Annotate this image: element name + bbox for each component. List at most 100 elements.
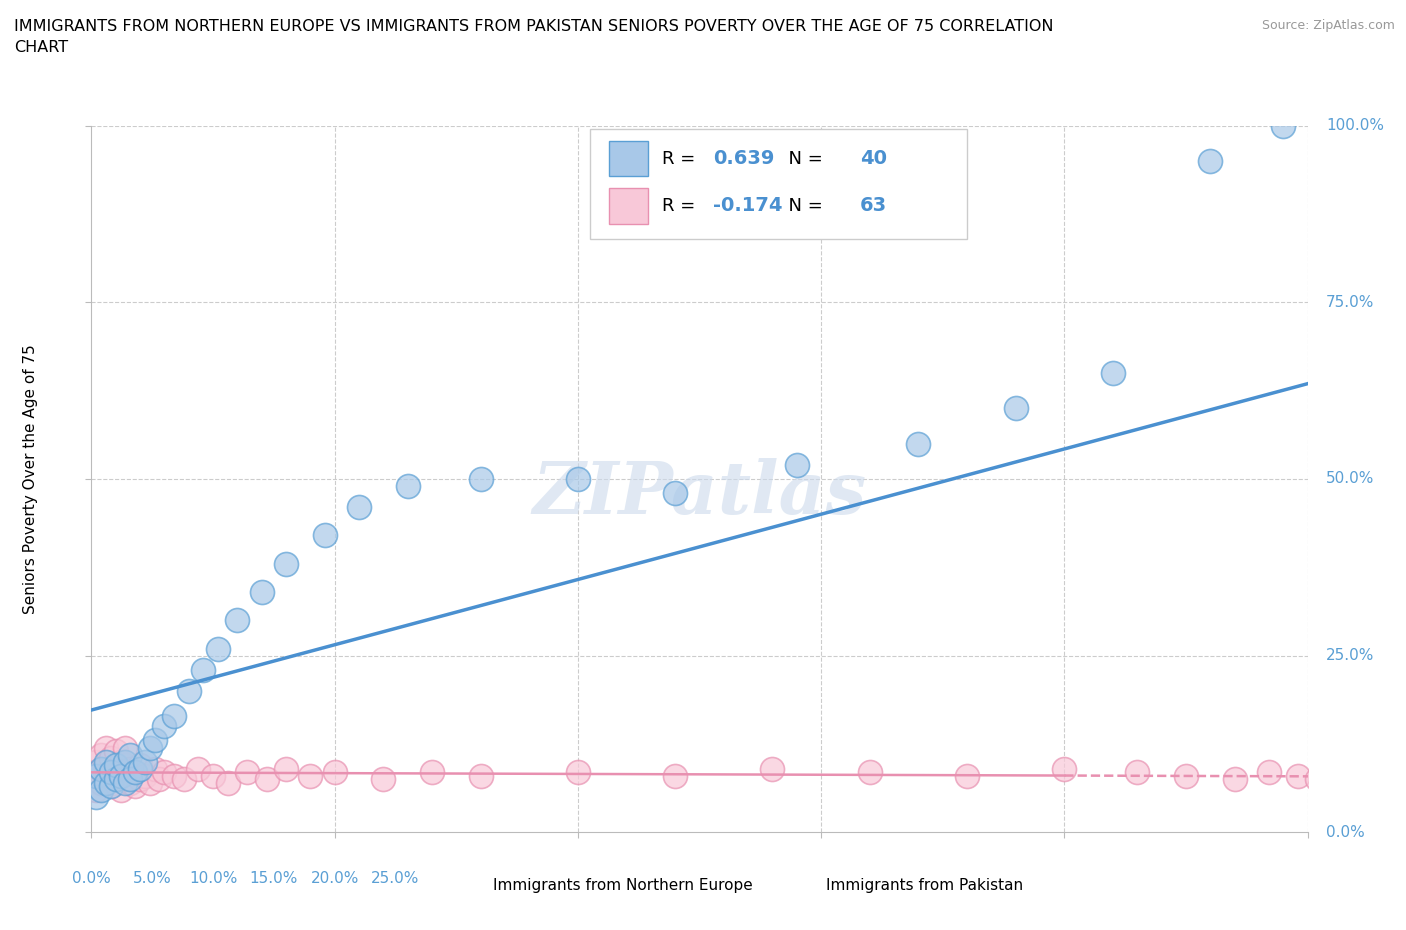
Point: [104, 772, 127, 787]
Text: IMMIGRANTS FROM NORTHERN EUROPE VS IMMIGRANTS FROM PAKISTAN SENIORS POVERTY OVER: IMMIGRANTS FROM NORTHERN EUROPE VS IMMIG…: [14, 19, 1053, 33]
Point: [1336, 768, 1358, 783]
Text: ZIPatlas: ZIPatlas: [533, 458, 866, 528]
Point: [100, 764, 122, 779]
Text: 0.0%: 0.0%: [72, 871, 111, 886]
Point: [94, 776, 117, 790]
Point: [100, 779, 122, 794]
Point: [1320, 764, 1343, 779]
Point: [153, 764, 176, 779]
Text: R =: R =: [662, 150, 700, 167]
Point: [207, 641, 229, 656]
Point: [236, 764, 259, 779]
Text: 0.0%: 0.0%: [1326, 825, 1365, 840]
Point: [84, 782, 107, 797]
Point: [1175, 768, 1198, 783]
Point: [177, 684, 200, 698]
Point: [124, 764, 146, 779]
Point: [1346, 772, 1368, 787]
Point: [250, 585, 273, 600]
Point: [470, 472, 492, 486]
Text: 20.0%: 20.0%: [311, 871, 359, 886]
Point: [100, 764, 122, 779]
Point: [114, 772, 136, 787]
Text: 25.0%: 25.0%: [1326, 648, 1374, 663]
Point: [664, 768, 686, 783]
FancyBboxPatch shape: [609, 141, 648, 177]
Point: [84, 768, 107, 783]
Point: [100, 751, 122, 765]
FancyBboxPatch shape: [783, 870, 820, 900]
Point: [94, 772, 117, 787]
Point: [202, 768, 225, 783]
Point: [1272, 118, 1295, 133]
Point: [907, 436, 929, 451]
Point: [139, 776, 162, 790]
Point: [114, 740, 136, 755]
Text: CHART: CHART: [14, 40, 67, 55]
Text: 15.0%: 15.0%: [250, 871, 298, 886]
Point: [129, 758, 152, 773]
Point: [114, 754, 136, 769]
Point: [114, 776, 136, 790]
Point: [1384, 772, 1406, 787]
Text: Immigrants from Northern Europe: Immigrants from Northern Europe: [492, 878, 752, 893]
Point: [153, 719, 176, 734]
Point: [1053, 762, 1076, 777]
Text: 63: 63: [860, 196, 887, 216]
Point: [1199, 153, 1222, 168]
FancyBboxPatch shape: [449, 870, 485, 900]
Point: [90, 782, 112, 797]
Text: N =: N =: [778, 197, 828, 215]
Point: [1306, 772, 1329, 787]
Point: [100, 779, 122, 794]
Point: [90, 762, 112, 777]
Text: Source: ZipAtlas.com: Source: ZipAtlas.com: [1261, 19, 1395, 32]
Point: [84, 790, 107, 804]
Point: [110, 768, 132, 783]
Text: 50.0%: 50.0%: [1326, 472, 1374, 486]
Point: [274, 556, 297, 571]
Point: [139, 740, 162, 755]
Point: [90, 762, 112, 777]
Point: [664, 485, 686, 500]
Point: [420, 764, 443, 779]
Point: [104, 776, 127, 790]
Point: [226, 613, 249, 628]
Point: [143, 733, 166, 748]
Point: [94, 754, 117, 769]
Text: 25.0%: 25.0%: [371, 871, 419, 886]
FancyBboxPatch shape: [609, 188, 648, 223]
Point: [90, 776, 112, 790]
Text: Immigrants from Pakistan: Immigrants from Pakistan: [825, 878, 1024, 893]
Point: [1102, 365, 1125, 380]
Text: 0.639: 0.639: [713, 149, 775, 168]
Point: [163, 709, 186, 724]
Point: [110, 754, 132, 769]
Point: [104, 762, 127, 777]
Point: [173, 772, 195, 787]
Point: [120, 772, 142, 787]
Point: [120, 776, 142, 790]
Point: [256, 772, 278, 787]
Point: [217, 776, 239, 790]
Text: 40: 40: [860, 149, 887, 168]
Point: [94, 758, 117, 773]
Point: [1004, 401, 1026, 416]
Point: [1126, 764, 1149, 779]
Point: [567, 764, 589, 779]
Point: [470, 768, 492, 783]
Text: 10.0%: 10.0%: [188, 871, 238, 886]
Text: 75.0%: 75.0%: [1326, 295, 1374, 310]
Point: [761, 762, 783, 777]
Point: [110, 782, 132, 797]
FancyBboxPatch shape: [591, 129, 967, 239]
Point: [859, 764, 882, 779]
Point: [104, 758, 127, 773]
Point: [84, 768, 107, 783]
Point: [120, 762, 142, 777]
Point: [567, 472, 589, 486]
Point: [90, 747, 112, 762]
Point: [396, 479, 419, 494]
Point: [143, 762, 166, 777]
Point: [314, 528, 336, 543]
